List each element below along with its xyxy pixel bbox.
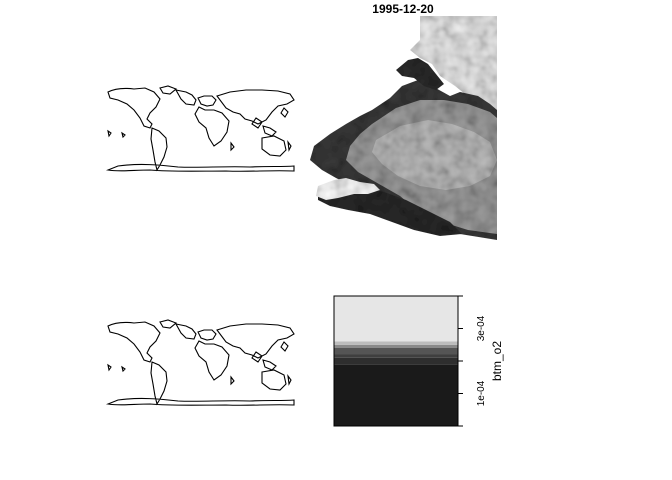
colorbar-band-0 <box>334 364 458 426</box>
colorbar-ticks: 1e-04 3e-04 <box>458 295 487 427</box>
north-sea-region <box>396 58 444 90</box>
arctic-region <box>410 16 497 120</box>
colorbar-band-5 <box>334 341 458 345</box>
land-gulf-coast <box>316 178 380 200</box>
colorbar-tick-label-1: 3e-04 <box>476 315 487 341</box>
subtropical-gyre <box>372 120 497 190</box>
colorbar-band-1 <box>334 357 458 365</box>
world-map-top-left <box>107 85 295 172</box>
raster-map-title: 1995-12-20 <box>372 2 434 16</box>
raster-image <box>310 16 497 240</box>
colorbar-band-4 <box>334 344 458 348</box>
caribbean-basin <box>318 184 462 236</box>
colorbar-axis-label: btm_o2 <box>490 341 504 381</box>
colorbar-band-2 <box>334 354 458 358</box>
colorbar-band-3 <box>334 348 458 355</box>
colorbar-band-6 <box>334 296 458 342</box>
colorbar-bands <box>334 296 458 426</box>
colorbar-panel: 1e-04 3e-04 btm_o2 <box>333 295 504 427</box>
raster-map-panel: 1995-12-20 <box>310 2 497 240</box>
world-map-bottom-left <box>107 319 295 406</box>
colorbar-tick-label-0: 1e-04 <box>476 380 487 406</box>
